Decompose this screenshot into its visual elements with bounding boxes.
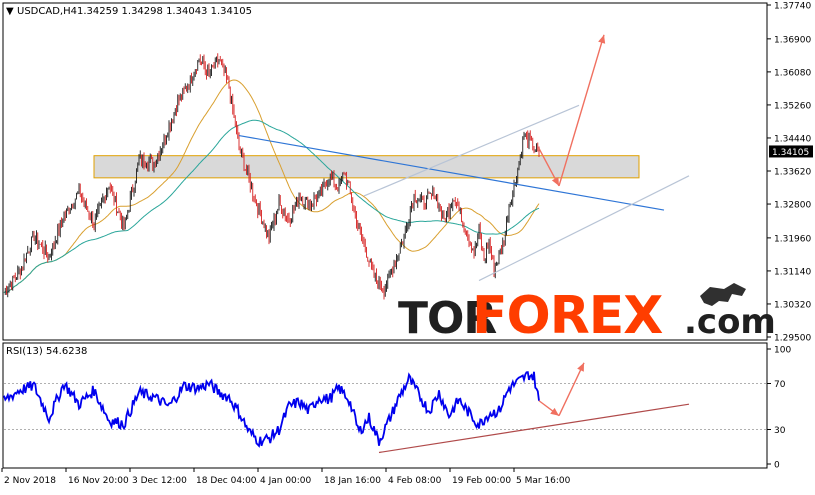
time-tick-label: 16 Nov 20:00 xyxy=(68,476,129,486)
price-tick-label: 1.33620 xyxy=(774,168,811,178)
watermark-com: .com xyxy=(684,302,776,342)
rsi-label: RSI(13) 54.6238 xyxy=(6,346,87,357)
time-tick-label: 2 Nov 2018 xyxy=(4,476,56,486)
current-price-box xyxy=(769,145,813,158)
trendline-channel-upper xyxy=(363,104,580,197)
chart-header-symbol: USDCAD,H4 xyxy=(17,6,77,17)
moving-average-100 xyxy=(3,119,540,294)
price-tick-label: 1.36080 xyxy=(774,68,811,78)
rsi-forecast-arrow-0-head xyxy=(550,407,559,416)
time-tick-label: 3 Dec 12:00 xyxy=(132,476,187,486)
price-tick-label: 1.37740 xyxy=(774,2,811,12)
watermark-forex: FOREX xyxy=(472,286,663,346)
rsi-forecast-arrow-1-shaft xyxy=(558,362,585,416)
price-tick-label: 1.35260 xyxy=(774,101,811,111)
price-tick-label: 1.30320 xyxy=(774,300,811,310)
rsi-line xyxy=(3,371,540,448)
price-tick-label: 1.29500 xyxy=(774,334,811,344)
rsi-tick-label: 70 xyxy=(774,380,786,390)
trendline-resistance xyxy=(238,134,665,211)
price-tick-label: 1.32800 xyxy=(774,201,811,211)
time-tick-label: 19 Feb 00:00 xyxy=(452,476,511,486)
rsi-trendline xyxy=(378,403,690,454)
forecast-arrow-1-shaft xyxy=(558,34,605,187)
rsi-panel xyxy=(2,342,768,469)
forecast-arrow-0-head xyxy=(551,176,559,186)
forecast-arrow-1-head xyxy=(598,34,606,44)
symbol-dropdown-icon[interactable]: ▼ xyxy=(6,6,14,17)
rsi-tick-label: 30 xyxy=(774,426,786,436)
trendline-channel-lower xyxy=(478,175,690,282)
rsi-tick-label: 0 xyxy=(774,461,780,471)
watermark-tor: TOR xyxy=(398,293,496,344)
time-tick-label: 18 Jan 16:00 xyxy=(324,476,381,486)
time-tick-label: 5 Mar 16:00 xyxy=(516,476,571,486)
price-tick-label: 1.36900 xyxy=(774,35,811,45)
price-tick-label: 1.31960 xyxy=(774,234,811,244)
price-tick-label: 1.34440 xyxy=(774,134,811,144)
rsi-forecast-arrow-1-head xyxy=(577,362,584,372)
rsi-tick-label: 100 xyxy=(774,346,791,356)
current-price-label: 1.34105 xyxy=(772,148,809,158)
chart-header-ohlc: 1.34259 1.34298 1.34043 1.34105 xyxy=(77,6,252,17)
time-tick-label: 4 Feb 08:00 xyxy=(388,476,442,486)
time-tick-label: 18 Dec 04:00 xyxy=(196,476,257,486)
support-resistance-zone xyxy=(93,155,640,179)
price-tick-label: 1.31140 xyxy=(774,267,811,277)
bull-logo-icon xyxy=(700,283,746,306)
time-tick-label: 4 Jan 00:00 xyxy=(260,476,312,486)
